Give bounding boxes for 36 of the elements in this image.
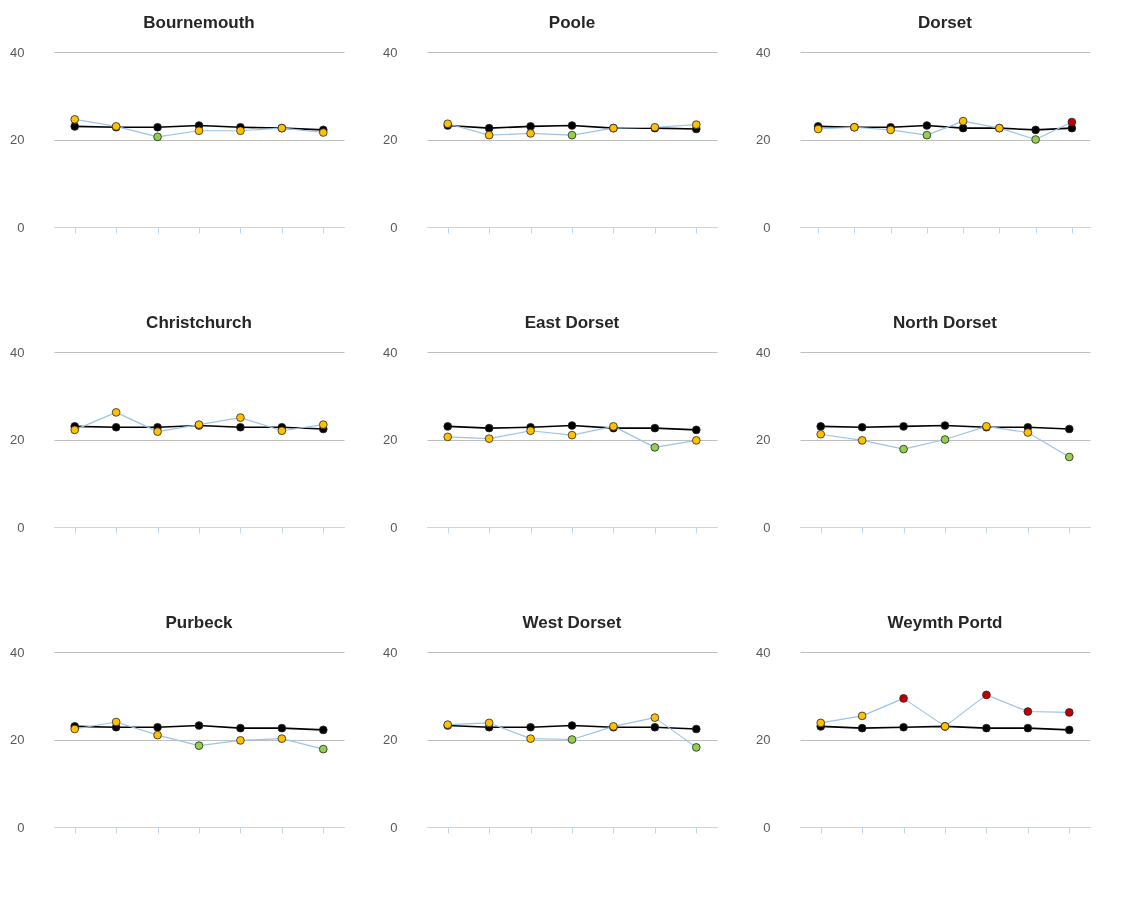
chart-title: Dorset <box>918 13 973 32</box>
y-tick-label: 40 <box>10 644 25 660</box>
y-tick-label: 40 <box>383 344 398 360</box>
y-tick-label: 40 <box>756 644 771 660</box>
y-tick-label: 20 <box>383 732 398 747</box>
y-tick-label: 0 <box>763 819 771 835</box>
y-tick-label: 0 <box>390 219 398 235</box>
y-tick-label: 40 <box>10 344 25 360</box>
chart-title: West Dorset <box>522 613 622 632</box>
y-tick-label: 20 <box>10 432 25 447</box>
y-tick-label: 20 <box>756 132 771 147</box>
y-tick-label: 0 <box>390 519 398 535</box>
y-tick-label: 20 <box>756 732 771 747</box>
y-tick-label: 40 <box>10 44 25 60</box>
chart-title: Bournemouth <box>143 13 255 32</box>
y-tick-label: 0 <box>763 219 771 235</box>
y-tick-label: 0 <box>17 819 25 835</box>
chart-title: East Dorset <box>524 313 620 332</box>
chart-title: Weymth Portd <box>887 613 1003 632</box>
y-tick-label: 40 <box>383 44 398 60</box>
y-tick-label: 0 <box>763 519 771 535</box>
y-tick-label: 20 <box>756 432 771 447</box>
y-tick-label: 20 <box>10 732 25 747</box>
y-tick-label: 20 <box>383 432 398 447</box>
y-tick-label: 40 <box>756 344 771 360</box>
chart-title: Purbeck <box>165 613 234 632</box>
chart-title: Christchurch <box>146 313 252 332</box>
chart-title: Poole <box>548 13 596 32</box>
y-tick-label: 20 <box>383 132 398 147</box>
y-tick-label: 20 <box>10 132 25 147</box>
y-tick-label: 40 <box>756 44 771 60</box>
y-tick-label: 0 <box>17 519 25 535</box>
y-tick-label: 40 <box>383 644 398 660</box>
y-tick-label: 0 <box>390 819 398 835</box>
y-tick-label: 0 <box>17 219 25 235</box>
chart-title: North Dorset <box>893 313 998 332</box>
